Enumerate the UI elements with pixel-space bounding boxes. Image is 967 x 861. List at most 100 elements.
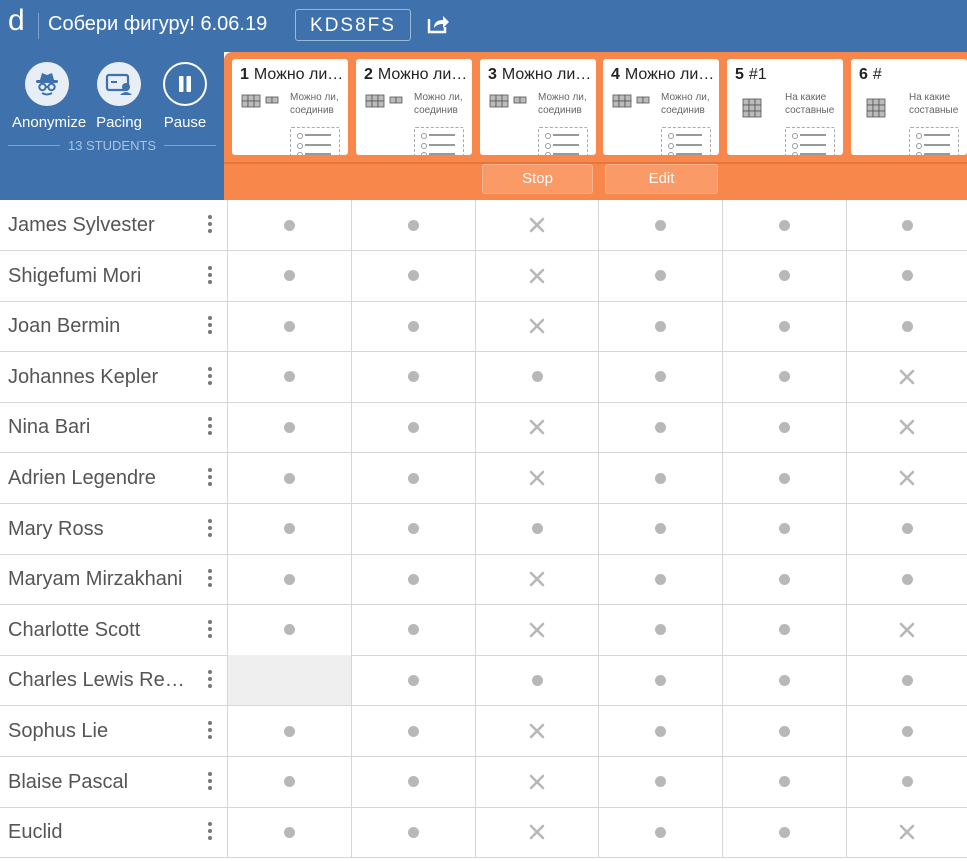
- response-cell[interactable]: [475, 655, 598, 706]
- class-code-button[interactable]: KDS8FS: [295, 9, 411, 41]
- response-cell[interactable]: [598, 453, 722, 503]
- more-options-icon[interactable]: [207, 265, 213, 288]
- response-cell[interactable]: [475, 756, 598, 807]
- student-name[interactable]: Joan Bermin: [8, 315, 121, 338]
- response-cell[interactable]: [722, 453, 846, 503]
- response-cell[interactable]: [846, 807, 967, 858]
- response-cell[interactable]: [722, 402, 846, 453]
- more-options-icon[interactable]: [207, 518, 213, 541]
- response-cell[interactable]: [475, 554, 598, 605]
- response-cell[interactable]: [475, 301, 598, 352]
- response-cell[interactable]: [722, 301, 846, 352]
- more-options-icon[interactable]: [207, 771, 213, 794]
- response-cell[interactable]: [598, 604, 722, 655]
- response-cell[interactable]: [598, 655, 722, 706]
- share-icon[interactable]: [426, 13, 450, 35]
- response-cell[interactable]: [227, 604, 351, 655]
- more-options-icon[interactable]: [207, 316, 213, 338]
- response-cell[interactable]: [227, 301, 351, 352]
- student-name[interactable]: Sophus Lie: [8, 720, 109, 742]
- response-cell[interactable]: [846, 250, 967, 301]
- student-name[interactable]: Adrien Legendre: [8, 467, 156, 489]
- more-options-icon[interactable]: [207, 366, 213, 389]
- response-cell[interactable]: [227, 706, 351, 756]
- response-cell[interactable]: [846, 655, 967, 706]
- more-options-icon[interactable]: [207, 721, 213, 743]
- response-cell[interactable]: [227, 554, 351, 605]
- student-name[interactable]: Maryam Mirzakhani: [8, 568, 183, 591]
- response-cell[interactable]: [227, 756, 351, 807]
- response-cell[interactable]: [475, 706, 598, 756]
- response-cell[interactable]: [722, 604, 846, 655]
- response-cell[interactable]: [598, 301, 722, 352]
- response-cell[interactable]: [475, 453, 598, 503]
- response-cell[interactable]: [351, 604, 475, 655]
- more-options-icon[interactable]: [207, 215, 213, 237]
- response-cell[interactable]: [722, 655, 846, 706]
- response-cell[interactable]: [351, 503, 475, 554]
- response-cell[interactable]: [227, 200, 351, 250]
- response-cell[interactable]: [846, 351, 967, 402]
- response-cell[interactable]: [722, 503, 846, 554]
- student-name[interactable]: Shigefumi Mori: [8, 264, 142, 287]
- student-name[interactable]: James Sylvester: [8, 214, 155, 236]
- response-cell[interactable]: [351, 250, 475, 301]
- response-cell[interactable]: [351, 351, 475, 402]
- response-cell[interactable]: [227, 453, 351, 503]
- response-cell[interactable]: [351, 200, 475, 250]
- response-cell[interactable]: [351, 706, 475, 756]
- response-cell[interactable]: [475, 351, 598, 402]
- response-cell[interactable]: [475, 250, 598, 301]
- response-cell[interactable]: [227, 655, 351, 706]
- response-cell[interactable]: [227, 402, 351, 453]
- response-cell[interactable]: [351, 554, 475, 605]
- more-options-icon[interactable]: [207, 569, 213, 591]
- response-cell[interactable]: [475, 807, 598, 858]
- response-cell[interactable]: [227, 250, 351, 301]
- response-cell[interactable]: [227, 503, 351, 554]
- stop-pacing-button[interactable]: Stop: [482, 164, 593, 194]
- response-cell[interactable]: [846, 200, 967, 250]
- screen-card-5[interactable]: 5#1 На какие составные части: [727, 59, 843, 155]
- response-cell[interactable]: [846, 453, 967, 503]
- more-options-icon[interactable]: [207, 417, 213, 439]
- response-cell[interactable]: [351, 756, 475, 807]
- response-cell[interactable]: [598, 402, 722, 453]
- response-cell[interactable]: [846, 554, 967, 605]
- response-cell[interactable]: [351, 301, 475, 352]
- more-options-icon[interactable]: [207, 468, 213, 490]
- response-cell[interactable]: [598, 706, 722, 756]
- response-cell[interactable]: [598, 807, 722, 858]
- response-cell[interactable]: [598, 554, 722, 605]
- response-cell[interactable]: [227, 351, 351, 402]
- student-name[interactable]: Euclid: [8, 821, 63, 844]
- response-cell[interactable]: [722, 756, 846, 807]
- response-cell[interactable]: [227, 807, 351, 858]
- response-cell[interactable]: [846, 503, 967, 554]
- response-cell[interactable]: [722, 706, 846, 756]
- student-name[interactable]: Nina Bari: [8, 416, 91, 439]
- response-cell[interactable]: [846, 301, 967, 352]
- response-cell[interactable]: [598, 756, 722, 807]
- response-cell[interactable]: [351, 807, 475, 858]
- response-cell[interactable]: [722, 250, 846, 301]
- more-options-icon[interactable]: [207, 619, 213, 642]
- screen-card-6[interactable]: 6# На какие составные части: [851, 59, 967, 155]
- response-cell[interactable]: [722, 200, 846, 250]
- response-cell[interactable]: [598, 250, 722, 301]
- response-cell[interactable]: [351, 655, 475, 706]
- more-options-icon[interactable]: [207, 670, 213, 692]
- pacing-button[interactable]: Pacing: [84, 62, 154, 131]
- response-cell[interactable]: [475, 200, 598, 250]
- response-cell[interactable]: [351, 402, 475, 453]
- response-cell[interactable]: [475, 503, 598, 554]
- response-cell[interactable]: [846, 402, 967, 453]
- anonymize-button[interactable]: Anonymize: [12, 62, 86, 131]
- more-options-icon[interactable]: [207, 822, 213, 844]
- response-cell[interactable]: [722, 554, 846, 605]
- response-cell[interactable]: [351, 453, 475, 503]
